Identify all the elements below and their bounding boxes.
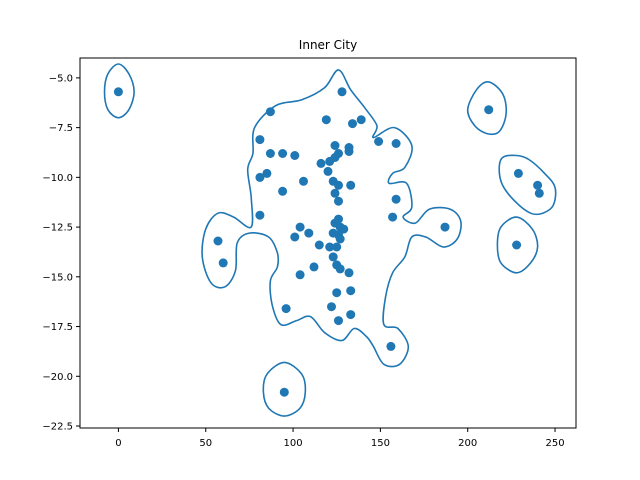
y-tick-label-6: −20.0 [42,372,73,383]
scatter-point-21 [255,172,265,182]
scatter-point-17 [325,156,335,166]
y-tick-label-0: −5.0 [49,73,73,84]
scatter-point-66 [279,387,289,397]
scatter-point-64 [534,188,544,198]
scatter-point-59 [218,258,228,268]
x-tick-label-4: 200 [458,438,477,449]
scatter-point-10 [330,141,340,150]
scatter-point-6 [255,135,265,145]
chart-title: Inner City [299,38,357,52]
scatter-point-27 [330,188,340,198]
scatter-point-54 [281,304,291,314]
scatter-point-36 [339,224,349,234]
contour-line-1 [201,69,462,368]
y-tick-label-5: −17.5 [42,322,73,333]
x-tick-label-5: 250 [545,438,564,449]
scatter-point-55 [346,310,356,320]
scatter-point-19 [323,166,333,176]
scatter-point-22 [299,176,308,186]
scatter-point-48 [344,268,354,278]
contour-layer [103,63,557,417]
scatter-point-12 [344,147,354,156]
scatter-point-40 [304,228,314,238]
x-tick-label-1: 50 [199,438,212,449]
scatter-point-30 [255,210,265,220]
point-layer [113,87,544,397]
y-tick-label-7: −22.5 [42,422,73,433]
y-tick-label-4: −15.0 [42,272,73,283]
y-tick-label-2: −10.0 [42,173,73,184]
scatter-point-8 [278,149,288,158]
scatter-point-0 [113,87,123,97]
contour-line-3 [498,154,557,216]
scatter-point-57 [386,341,396,351]
scatter-point-62 [513,168,523,178]
x-tick-label-2: 100 [284,438,303,449]
scatter-point-56 [334,316,343,326]
scatter-point-2 [265,107,275,117]
scatter-point-58 [213,236,223,246]
scatter-point-26 [278,186,288,196]
scatter-point-53 [327,302,336,312]
x-tick-label-0: 0 [115,438,121,449]
scatter-point-20 [262,168,272,178]
scatter-point-29 [391,194,401,204]
scatter-point-45 [328,252,338,262]
scatter-point-44 [332,242,342,252]
scatter-point-43 [325,242,335,252]
scatter-point-25 [346,180,356,190]
plot-frame [79,57,577,429]
scatter-point-4 [348,119,357,129]
contour-line-4 [496,216,539,274]
scatter-point-60 [440,222,450,232]
axis-layer: 0 50 100 150 200 250 −5.0 −7.5 −10.0 −12.5 −15.0 −1… [42,57,577,449]
scatter-point-65 [512,240,522,250]
scatter-point-63 [533,180,543,190]
scatter-point-1 [337,87,347,97]
contour-line-0 [103,63,135,119]
scatter-point-34 [295,222,305,232]
scatter-point-47 [335,264,345,274]
scatter-point-50 [295,270,305,280]
scatter-point-3 [321,115,331,125]
scatter-point-61 [484,105,494,115]
y-tick-label-3: −12.5 [42,223,73,234]
y-tick-label-1: −7.5 [49,123,73,134]
scatter-point-5 [356,115,366,125]
scatter-point-24 [334,180,343,190]
scatter-point-7 [265,149,275,158]
scatter-point-51 [332,288,342,298]
contour-line-5 [262,361,307,417]
scatter-point-14 [374,137,384,146]
scatter-point-9 [290,151,300,160]
scatter-point-42 [314,240,324,250]
x-tick-label-3: 150 [371,438,390,449]
contour-line-2 [466,81,508,136]
scatter-point-52 [346,286,356,296]
scatter-point-28 [334,196,343,206]
scatter-point-33 [388,212,398,222]
scatter-point-15 [391,139,401,148]
scatter-point-41 [335,234,345,244]
scatter-point-49 [309,262,319,272]
scatter-point-18 [316,158,326,168]
scatter-point-39 [290,232,300,242]
